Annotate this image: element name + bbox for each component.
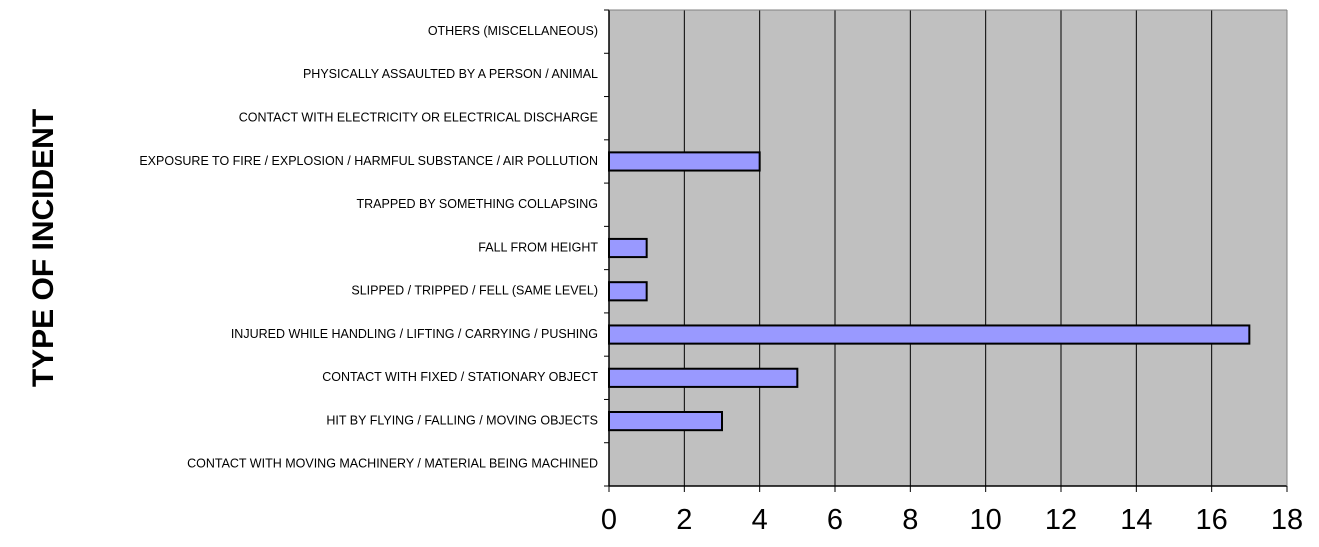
category-label: INJURED WHILE HANDLING / LIFTING / CARRY… [231,327,598,341]
category-label: TRAPPED BY SOMETHING COLLAPSING [357,197,599,211]
category-label: HIT BY FLYING / FALLING / MOVING OBJECTS [326,413,598,427]
plot-area [609,10,1287,486]
bar [608,281,648,302]
category-label: SLIPPED / TRIPPED / FELL (SAME LEVEL) [351,284,598,298]
bar [608,411,723,432]
bar [608,367,799,388]
x-tick-label: 16 [1196,504,1228,536]
x-tick-label: 2 [676,504,692,536]
x-tick-label: 10 [970,504,1002,536]
category-label: OTHERS (MISCELLANEOUS) [428,24,598,38]
category-label: FALL FROM HEIGHT [478,240,598,254]
x-tick-label: 12 [1045,504,1077,536]
axis-lines [604,9,1288,492]
x-tick-labels: 0 2 4 6 8 10 12 14 16 18 [601,504,1303,536]
y-axis-title: TYPE OF INCIDENT [27,109,60,387]
bar [608,324,1251,345]
x-tick-label: 0 [601,504,617,536]
category-label: PHYSICALLY ASSAULTED BY A PERSON / ANIMA… [303,67,598,81]
category-label: CONTACT WITH MOVING MACHINERY / MATERIAL… [187,457,598,471]
bar [608,151,761,172]
x-tick-label: 14 [1120,504,1152,536]
x-tick-label: 4 [752,504,768,536]
x-tick-label: 18 [1271,504,1303,536]
category-label: CONTACT WITH ELECTRICITY OR ELECTRICAL D… [239,110,598,124]
category-label: CONTACT WITH FIXED / STATIONARY OBJECT [322,370,598,384]
x-tick-label: 6 [827,504,843,536]
x-tick-label: 8 [902,504,918,536]
category-label: EXPOSURE TO FIRE / EXPLOSION / HARMFUL S… [139,154,598,168]
bar [608,237,648,259]
category-labels: CONTACT WITH MOVING MACHINERY / MATERIAL… [139,24,598,471]
